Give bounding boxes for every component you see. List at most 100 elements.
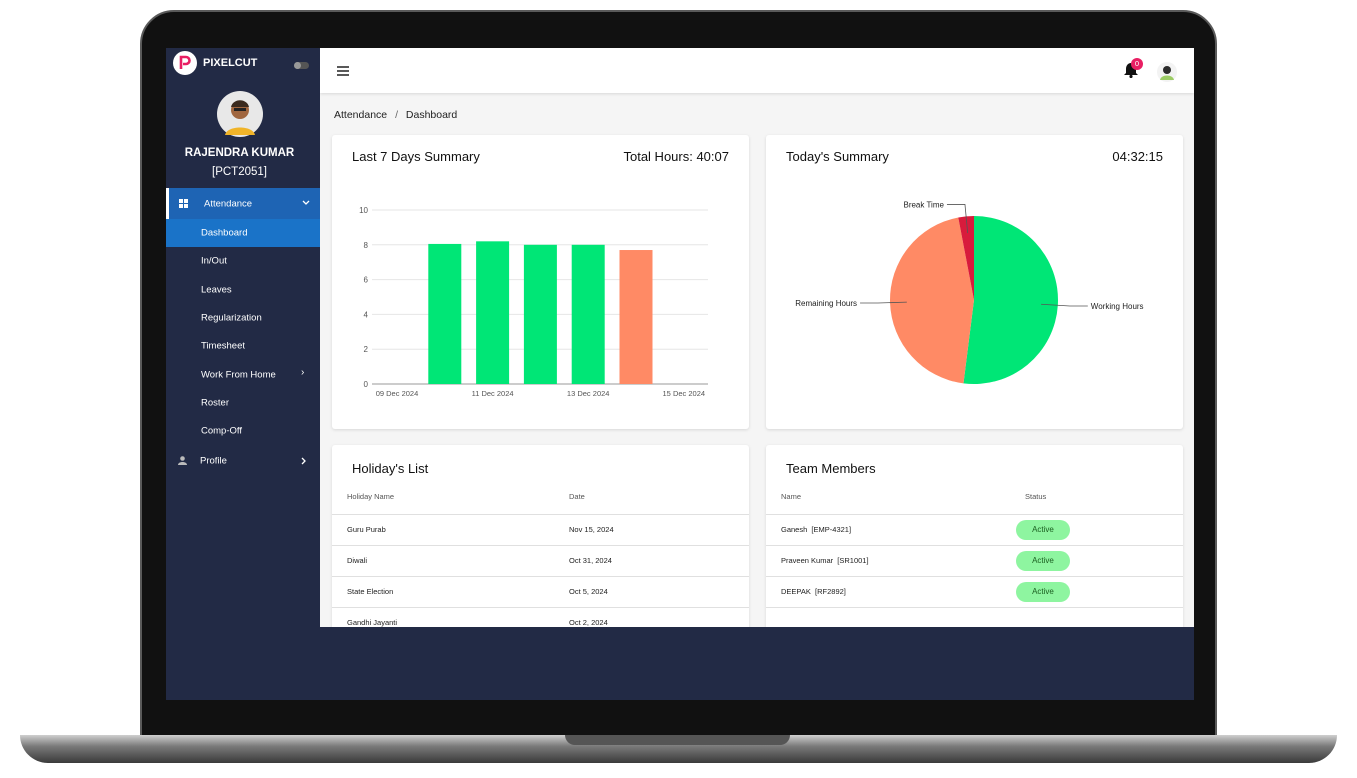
row-divider (332, 545, 749, 546)
bar-chart: 0 2 4 6 8 10 09 Dec 2024 11 Dec 2024 13 Dec 2024… (359, 206, 708, 398)
bar (523, 244, 557, 384)
y-tick-label: 8 (364, 241, 369, 250)
y-tick-label: 4 (364, 310, 369, 319)
profile-icon (178, 456, 187, 465)
nav-item[interactable]: Dashboard (166, 219, 320, 247)
x-tick-label: 13 Dec 2024 (567, 389, 610, 398)
account-avatar[interactable] (1157, 62, 1177, 82)
pie-label: Working Hours (1091, 302, 1144, 311)
column-header: Date (569, 492, 585, 501)
row-divider (332, 514, 749, 515)
menu-button[interactable] (337, 66, 349, 76)
column-header: Name (781, 492, 802, 501)
holiday-card: Holiday's List Holiday Name Date Guru Pura… (332, 445, 749, 627)
bar (428, 243, 462, 384)
status-badge: Active (1016, 582, 1070, 602)
x-tick-label: 11 Dec 2024 (472, 389, 514, 398)
pie-slice (958, 216, 974, 300)
nav-section[interactable]: Attendance (166, 188, 320, 219)
table-cell: Oct 31, 2024 (569, 556, 612, 565)
pie-slice (963, 216, 1058, 384)
pie-chart: Working Hours Remaining Hours Break Time (795, 200, 1144, 384)
main-content: 0 Attendance / Dashboard Last 7 Days Sum… (320, 48, 1194, 627)
x-tick-label: 15 Dec 2024 (663, 389, 706, 398)
status-badge: Active (1016, 520, 1070, 540)
table-cell: Oct 2, 2024 (569, 618, 608, 627)
team-card: Team Members Name Status Ganesh [EMP-4321]… (766, 445, 1183, 627)
nav-item[interactable]: Comp-Off (166, 417, 320, 445)
row-divider (332, 576, 749, 577)
total-hours: Total Hours: 40:07 (623, 149, 729, 164)
table-cell: DEEPAK [RF2892] (781, 587, 846, 596)
logo (173, 51, 197, 75)
breadcrumb-item[interactable]: Attendance (334, 109, 388, 121)
user-id: [PCT2051] (212, 166, 267, 178)
laptop-notch (565, 735, 790, 745)
table-cell: Nov 15, 2024 (569, 525, 614, 534)
status-badge: Active (1016, 551, 1070, 571)
x-tick-label: 09 Dec 2024 (376, 389, 419, 398)
dashboard-icon (179, 199, 188, 208)
top-bar: 0 (320, 48, 1194, 93)
card-title: Team Members (786, 461, 876, 476)
card-title: Holiday's List (352, 461, 429, 476)
bar (476, 241, 510, 384)
nav-item-label: Leaves (201, 284, 232, 296)
pie-label: Remaining Hours (795, 299, 857, 308)
row-divider (332, 607, 749, 608)
row-divider (766, 607, 1183, 608)
pie-slice (890, 217, 974, 384)
bar (571, 244, 605, 384)
nav-item-label: In/Out (201, 255, 227, 267)
today-card: Today's Summary 04:32:15 Working Hours Re… (766, 135, 1183, 429)
nav-item-label: Work From Home (201, 369, 276, 380)
breadcrumb-item: Dashboard (405, 109, 458, 121)
nav-item[interactable]: Leaves (166, 276, 320, 304)
row-divider (766, 514, 1183, 515)
today-timer: 04:32:15 (1112, 149, 1163, 164)
chevron-right: › (301, 366, 305, 378)
table-cell: Ganesh [EMP-4321] (781, 525, 852, 534)
nav-item-label: Roster (201, 397, 229, 409)
nav-item[interactable]: Timesheet (166, 332, 320, 360)
user-avatar (217, 91, 263, 137)
nav-item[interactable]: Roster (166, 389, 320, 417)
row-divider (766, 545, 1183, 546)
row-divider (766, 576, 1183, 577)
leader-line (860, 301, 907, 304)
nav-item-label: Timesheet (201, 340, 245, 352)
leader-line (946, 204, 969, 234)
nav-item[interactable]: Regularization (166, 304, 320, 332)
nav-item[interactable]: Work From Home › (166, 361, 320, 389)
nav-profile-label: Profile (200, 455, 227, 467)
y-tick-label: 6 (364, 276, 369, 285)
nav-item-label: Dashboard (201, 227, 248, 239)
nav-item[interactable]: In/Out (166, 247, 320, 275)
card-title: Today's Summary (786, 149, 889, 164)
table-cell: Gandhi Jayanti (347, 618, 398, 627)
sidebar: PIXELCUT RAJENDRA KUMAR [PCT2051] Attend… (166, 48, 320, 627)
bar (619, 250, 653, 384)
theme-toggle[interactable] (294, 62, 309, 69)
leader-line (1041, 303, 1088, 307)
user-name: RAJENDRA KUMAR (184, 147, 295, 159)
brand: PIXELCUT (203, 57, 258, 69)
nav-item-label: Comp-Off (201, 425, 243, 437)
breadcrumb-separator: / (395, 109, 398, 121)
y-tick-label: 0 (364, 380, 369, 389)
nav-profile[interactable]: Profile (166, 446, 320, 476)
column-header: Holiday Name (347, 492, 395, 501)
table-cell: State Election (347, 587, 394, 596)
nav-item-label: Regularization (201, 312, 262, 324)
table-cell: Oct 5, 2024 (569, 587, 608, 596)
y-tick-label: 2 (364, 345, 369, 354)
nav-section-label: Attendance (204, 198, 253, 209)
weekly-card: Last 7 Days Summary Total Hours: 40:07 0… (332, 135, 749, 429)
table-cell: Praveen Kumar [SR1001] (781, 556, 869, 565)
chevron-right (301, 457, 306, 465)
screen: PIXELCUT RAJENDRA KUMAR [PCT2051] Attend… (166, 48, 1194, 700)
column-header: Status (1025, 492, 1047, 501)
table-cell: Diwali (347, 556, 368, 565)
breadcrumb: Attendance / Dashboard (334, 109, 457, 121)
